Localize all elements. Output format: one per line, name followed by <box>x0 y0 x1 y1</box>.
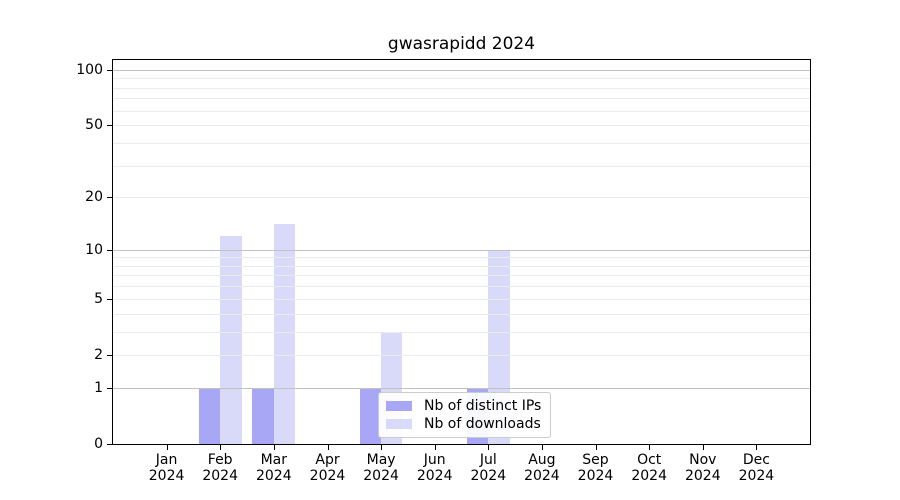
legend-swatch-distinct-ips <box>386 401 412 411</box>
x-tick-label-apr: Apr 2024 <box>309 452 346 484</box>
x-tick-mark <box>649 445 651 450</box>
x-tick-mark <box>595 445 597 450</box>
x-tick-label-oct: Oct 2024 <box>631 452 667 484</box>
gridline-40 <box>113 142 810 144</box>
y-tick-label: 1 <box>94 379 103 396</box>
bar-downloads-mar <box>273 224 296 444</box>
legend-item-distinct-ips: Nb of distinct IPs <box>386 397 541 415</box>
x-tick-mark <box>166 445 168 450</box>
x-tick-mark <box>541 445 543 450</box>
x-tick-label-feb: Feb 2024 <box>202 452 238 484</box>
y-tick-label: 0 <box>94 436 103 452</box>
x-tick-label-jan: Jan 2024 <box>148 452 185 484</box>
y-tick-label: 10 <box>85 241 103 258</box>
x-tick-label-jun: Jun 2024 <box>416 452 453 484</box>
x-tick-mark <box>327 445 329 450</box>
legend-label-distinct-ips: Nb of distinct IPs <box>424 398 542 414</box>
gridline-50 <box>113 125 810 127</box>
gridline-60 <box>113 110 810 112</box>
y-tick-mark <box>107 69 112 71</box>
gridline-2 <box>113 354 810 356</box>
x-tick-label-aug: Aug 2024 <box>524 452 560 484</box>
x-tick-label-may: May 2024 <box>363 452 399 484</box>
gridline-80 <box>113 87 810 89</box>
gridline-5 <box>113 298 810 300</box>
grid-layer <box>113 60 810 444</box>
y-tick-label: 100 <box>76 61 103 78</box>
y-tick-label: 5 <box>94 290 103 307</box>
gridline-90 <box>113 78 810 80</box>
y-tick-mark <box>107 125 112 127</box>
gridline-10 <box>113 249 810 251</box>
x-tick-label-mar: Mar 2024 <box>255 452 292 484</box>
y-tick-mark <box>107 387 112 389</box>
bar-distinct-ips-mar <box>252 387 274 444</box>
y-tick-mark <box>107 298 112 300</box>
gridline-4 <box>113 313 810 315</box>
gridline-70 <box>113 98 810 100</box>
x-tick-label-dec: Dec 2024 <box>738 452 775 484</box>
legend-label-downloads: Nb of downloads <box>424 416 541 432</box>
gridline-3 <box>113 331 810 333</box>
y-tick-label: 2 <box>94 346 103 363</box>
y-tick-mark <box>107 354 112 356</box>
gridline-1 <box>113 387 810 389</box>
gridline-6 <box>113 286 810 288</box>
y-tick-label: 20 <box>85 189 103 206</box>
chart-title: gwasrapidd 2024 <box>387 34 536 54</box>
x-tick-label-jul: Jul 2024 <box>470 452 507 484</box>
x-tick-mark <box>488 445 490 450</box>
bar-downloads-feb <box>220 236 242 444</box>
gridline-7 <box>113 275 810 277</box>
gridline-8 <box>113 265 810 267</box>
x-tick-mark <box>702 445 704 450</box>
y-tick-mark <box>107 197 112 199</box>
x-tick-mark <box>220 445 222 450</box>
x-tick-mark <box>273 445 275 450</box>
bar-distinct-ips-may <box>359 387 382 444</box>
gridline-20 <box>113 197 810 199</box>
x-tick-mark <box>756 445 758 450</box>
bar-distinct-ips-feb <box>198 387 221 444</box>
legend: Nb of distinct IPs Nb of downloads <box>378 392 552 438</box>
x-tick-mark <box>434 445 436 450</box>
x-tick-label-nov: Nov 2024 <box>684 452 721 484</box>
plot-area <box>112 59 811 445</box>
gridline-9 <box>113 257 810 259</box>
y-tick-mark <box>107 249 112 251</box>
x-tick-mark <box>381 445 383 450</box>
legend-swatch-downloads <box>386 419 412 429</box>
legend-item-downloads: Nb of downloads <box>386 415 541 433</box>
y-tick-mark <box>107 444 112 445</box>
y-tick-label: 50 <box>85 117 103 134</box>
gridline-30 <box>113 165 810 167</box>
gridline-100 <box>113 69 810 71</box>
x-tick-label-sep: Sep 2024 <box>577 452 614 484</box>
